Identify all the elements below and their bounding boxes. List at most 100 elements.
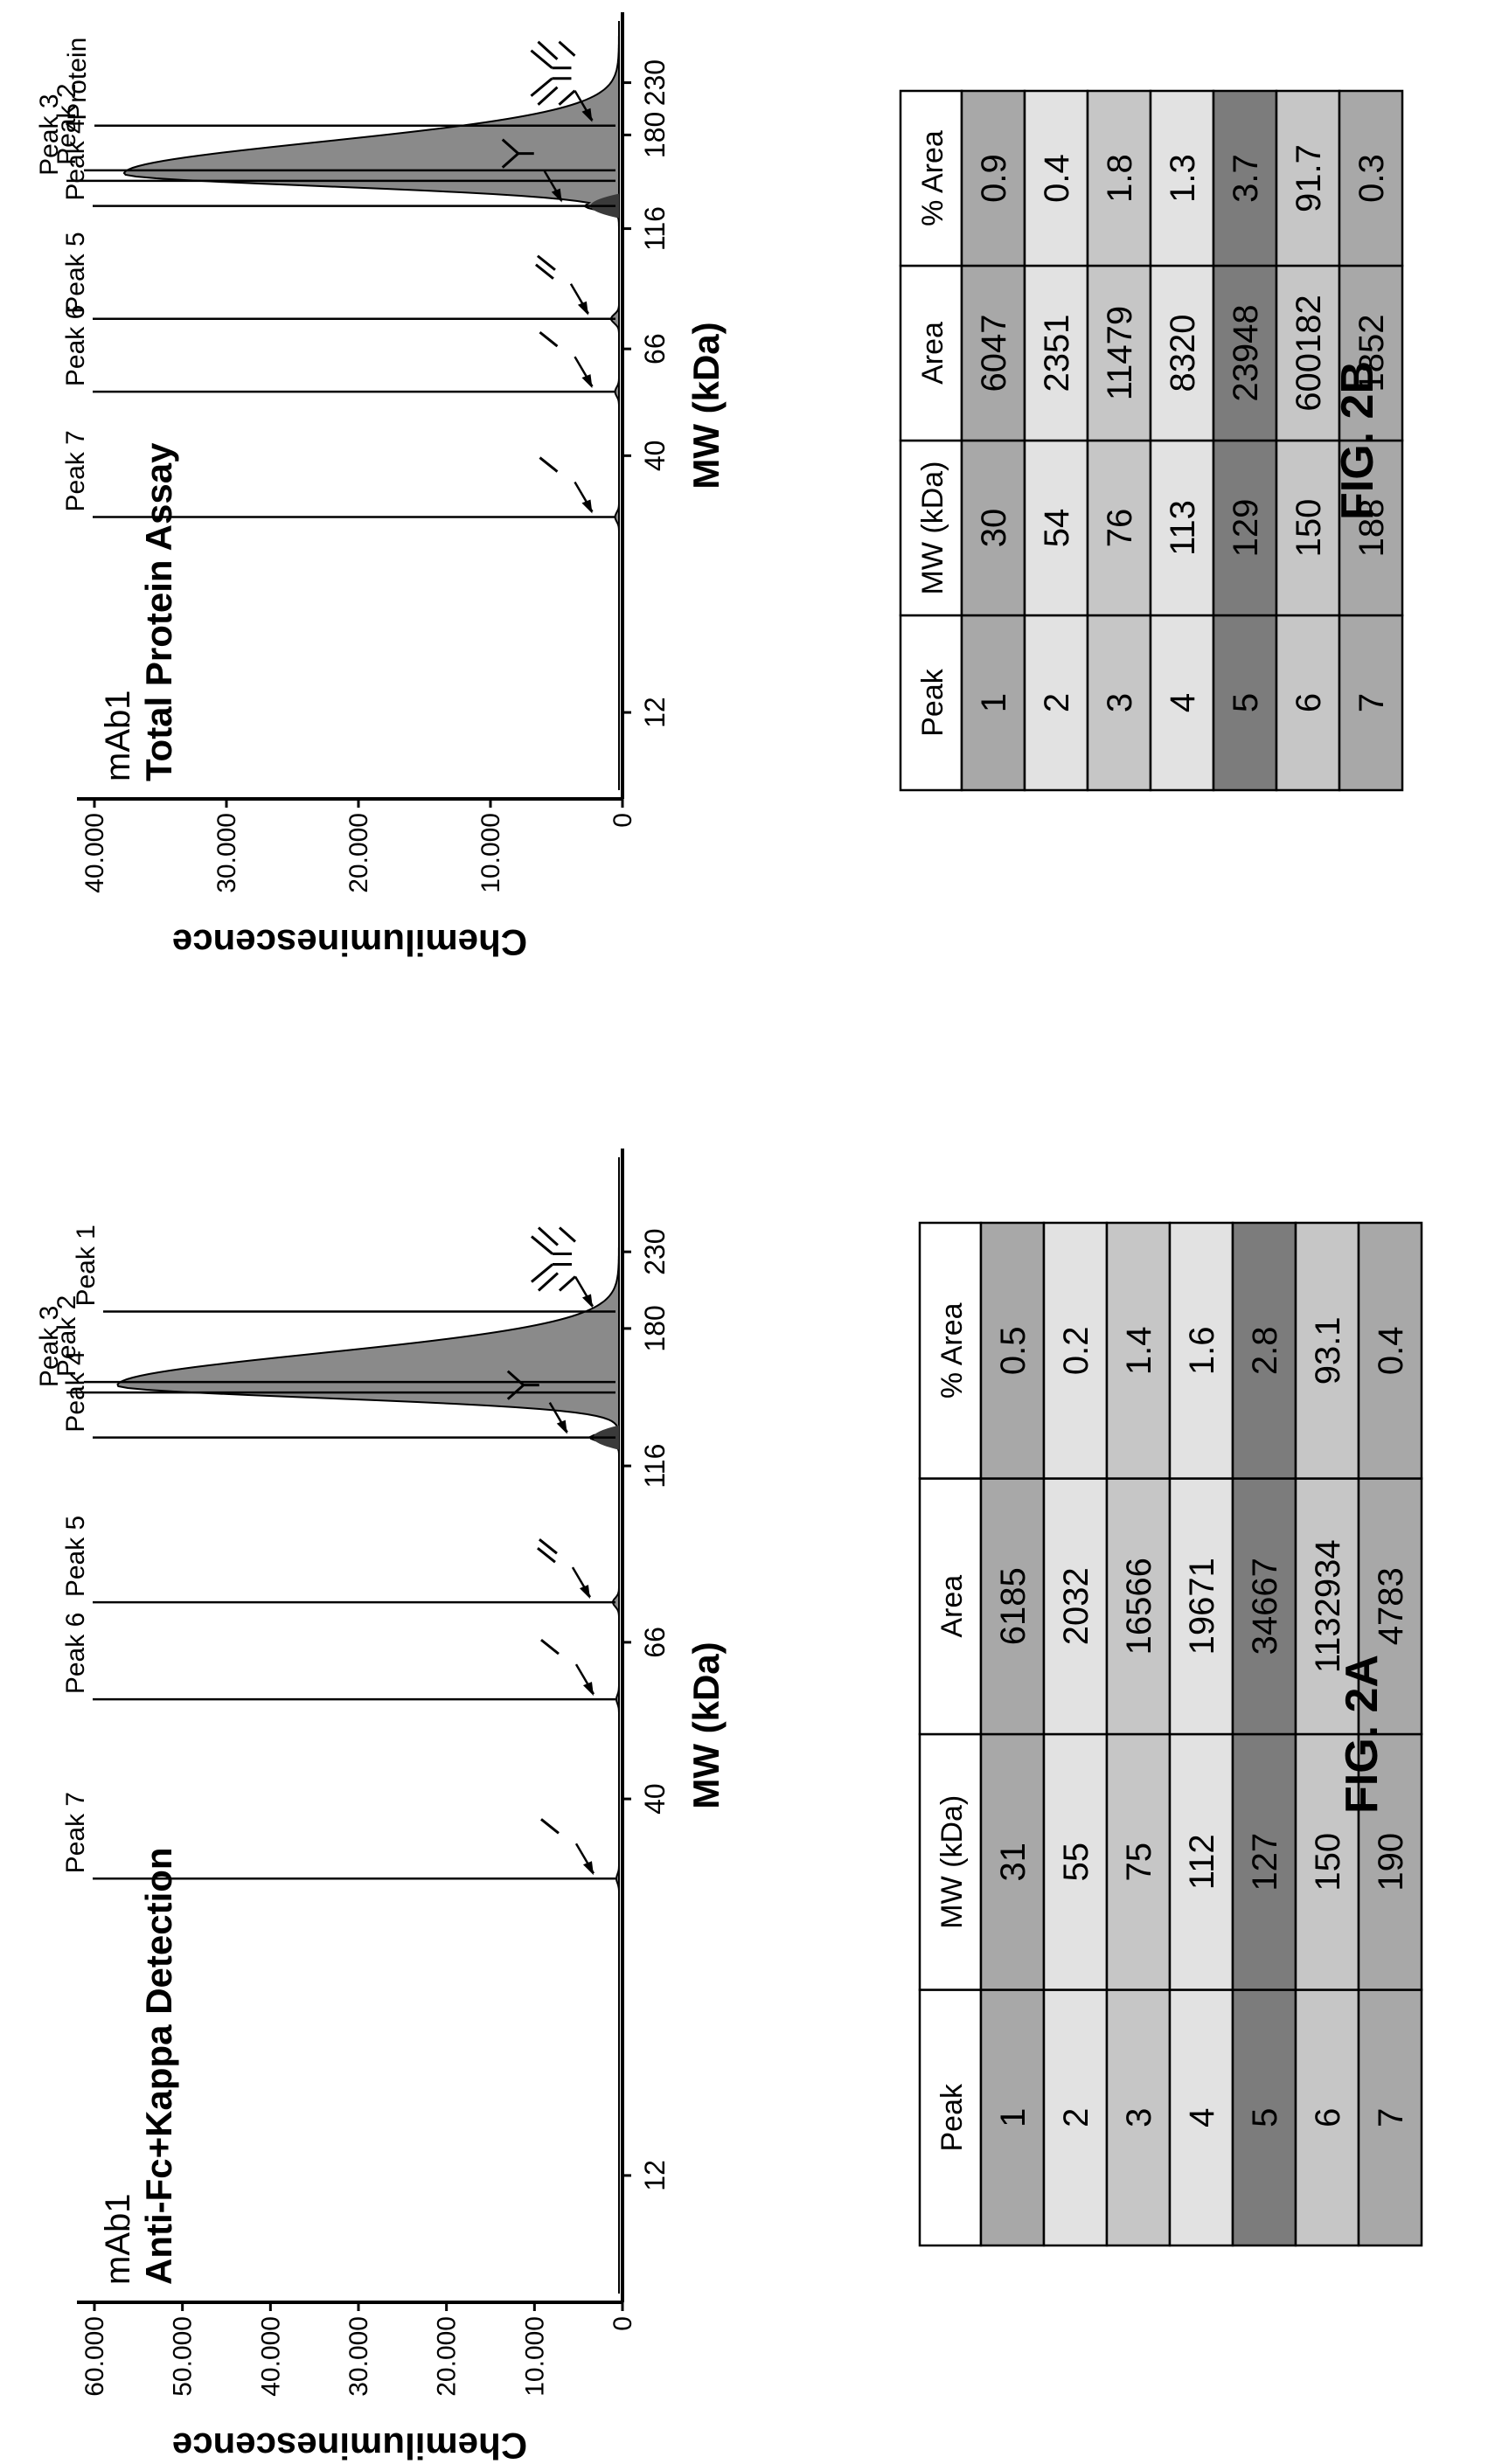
peak-label: Peak 5	[61, 232, 90, 313]
table-cell-value: 0.4	[1372, 1326, 1410, 1375]
table-cell-value: 6047	[975, 315, 1013, 392]
table-column-header: MW (kDa)	[935, 1795, 969, 1929]
table-cell-value: 54	[1038, 509, 1076, 548]
table-row: 6	[1275, 614, 1341, 792]
y-tick-label: 20.000	[344, 813, 373, 893]
table-row: 75	[1105, 1732, 1172, 1991]
table-row: 3	[1086, 614, 1152, 792]
peak-marker: Peak 6	[61, 305, 615, 393]
peak-marker: Peak 5	[61, 1516, 615, 1604]
arrowhead-icon	[581, 499, 593, 514]
antibody-fragment-icon	[539, 330, 559, 348]
table-cell-value: 30	[975, 509, 1013, 548]
y-tick-label: 30.000	[212, 813, 241, 893]
table-row: 0.5	[979, 1221, 1046, 1480]
table-cell-value: 4783	[1372, 1567, 1410, 1645]
peak-marker: Peak 5	[61, 232, 615, 320]
table-row: 6047	[960, 264, 1026, 442]
table-cell-value: 0.4	[1038, 154, 1076, 203]
antibody-fragment-icon	[535, 254, 556, 280]
y-tick-label: 60.000	[80, 2316, 109, 2397]
arrowhead-icon	[581, 374, 593, 389]
assay-title: Anti-Fc+Kappa Detection	[138, 1847, 179, 2285]
y-tick-label: 40.000	[80, 813, 109, 893]
arrowhead-icon	[579, 1585, 590, 1600]
table-cell-value: 1	[975, 693, 1013, 712]
peak-label: Peak 4	[61, 1350, 90, 1432]
table-cell-value: 16566	[1120, 1558, 1158, 1655]
table-cell-value: 6	[1309, 2108, 1347, 2127]
table-row: 4	[1149, 614, 1215, 792]
x-tick-label: 66	[639, 1627, 671, 1658]
antibody-fragment-icon	[531, 1226, 576, 1292]
table-cell-value: 1.6	[1183, 1326, 1221, 1375]
table-row: 1	[979, 1989, 1046, 2247]
table-row: 0.4	[1023, 89, 1089, 267]
table-cell	[1338, 89, 1404, 267]
peak-label: Peak 7	[61, 1792, 90, 1873]
table-row: 4	[1168, 1989, 1234, 2247]
table-row: 5	[1231, 1989, 1297, 2247]
peak-marker: Peak 3	[35, 94, 615, 183]
table-cell-value: 0.2	[1057, 1326, 1095, 1375]
table-row: 0.9	[960, 89, 1026, 267]
table-row: 31	[979, 1732, 1046, 1991]
table-row: 1.4	[1105, 1221, 1172, 1480]
peak-marker: Peak 3	[35, 1306, 615, 1394]
table-cell-value: 1.8	[1101, 154, 1139, 203]
table-cell-value: 1852	[1352, 315, 1391, 392]
x-tick-label: 230	[639, 59, 671, 106]
table-cell-value: 8320	[1164, 315, 1202, 392]
table-cell-value: 600182	[1290, 295, 1328, 411]
assay-title: Total Protein Assay	[138, 442, 179, 781]
table-cell-value: 190	[1372, 1833, 1410, 1891]
table-row: 55	[1042, 1732, 1109, 1991]
table-row: 2	[1042, 1989, 1109, 2247]
figure-panel-2b: 010.00020.00030.00040.000124066116180230…	[35, 12, 1404, 963]
table-cell-value: 3.7	[1227, 154, 1265, 203]
x-tick-label: 66	[639, 333, 671, 364]
arrowhead-icon	[582, 1861, 594, 1876]
table-cell-value: 0.3	[1352, 154, 1391, 203]
sample-name: mAb1	[99, 2194, 137, 2286]
antibody-fragment-icon	[537, 1537, 558, 1564]
table-row: 6	[1294, 1989, 1360, 2247]
x-tick-label: 40	[639, 441, 671, 472]
peak-label: Peak 6	[61, 1613, 90, 1694]
table-cell-value: 34667	[1246, 1558, 1284, 1655]
table-cell-value: 91.7	[1290, 144, 1328, 212]
peak-table: Peak MW (kDa) Area % Area 1 31 6185 0.5 2 55 2032 0…	[918, 1221, 1423, 2247]
peak-marker: Peak 2	[52, 83, 615, 172]
table-cell-value: 0.9	[975, 154, 1013, 203]
x-tick-label: 116	[639, 206, 671, 251]
table-cell-value: 1	[994, 2108, 1033, 2127]
table-cell-value: 4	[1183, 2108, 1221, 2127]
table-row: 7	[1338, 614, 1404, 792]
arrowhead-icon	[581, 1294, 593, 1308]
table-cell-value: 6185	[994, 1567, 1033, 1645]
table-row: 1.6	[1168, 1221, 1234, 1480]
arrowhead-icon	[556, 1419, 567, 1434]
table-cell-value: 2	[1057, 2108, 1095, 2127]
table-row: 11479	[1086, 264, 1152, 442]
y-tick-label: 40.000	[256, 2316, 285, 2397]
peak-label: Peak 2	[52, 83, 81, 164]
arrowhead-icon	[577, 301, 588, 316]
table-row: 3.7	[1212, 89, 1278, 267]
table-cell-value: 1.4	[1120, 1326, 1158, 1375]
table-cell-value: 7	[1352, 693, 1391, 712]
x-tick-label: 180	[639, 112, 671, 158]
table-cell-value: 112	[1183, 1834, 1221, 1890]
peak-label: Peak 7	[61, 430, 90, 511]
table-cell-value: 2	[1038, 693, 1076, 712]
y-tick-label: 30.000	[344, 2316, 373, 2397]
table-row: 0.4	[1357, 1221, 1423, 1480]
x-axis-title: MW (kDa)	[685, 1642, 727, 1808]
y-tick-label: 50.000	[169, 2316, 198, 2397]
antibody-fragment-icon	[530, 40, 576, 106]
peak-marker: Peak 7	[61, 430, 615, 518]
table-column-header: Peak	[916, 668, 949, 736]
table-cell-value: 127	[1246, 1833, 1284, 1891]
